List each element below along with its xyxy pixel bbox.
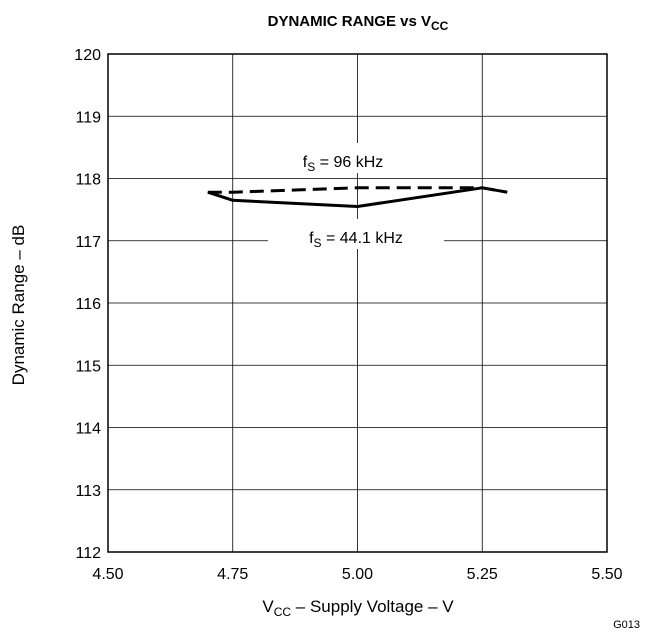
figure-code: G013 [613, 619, 640, 631]
chart-title-subscript: CC [431, 19, 449, 33]
series-annotations: fS = 96 kHz fS = 44.1 kHz [268, 143, 444, 250]
x-tick-label: 5.25 [467, 566, 498, 583]
y-tick-label: 119 [75, 109, 101, 126]
series-44khz-line [207, 186, 508, 208]
x-axis-title-rest: – Supply Voltage – V [291, 597, 454, 616]
y-tick-label: 114 [75, 421, 101, 438]
y-tick-label: 116 [75, 296, 101, 313]
y-tick-label: 113 [75, 483, 101, 500]
grid-lines [108, 54, 607, 552]
y-tick-label: 115 [75, 358, 101, 375]
x-tick-label: 4.50 [92, 566, 123, 583]
annotation-96khz-backing [269, 143, 417, 173]
series-lines [207, 186, 508, 208]
chart-title: DYNAMIC RANGE vs VCC [268, 13, 449, 33]
x-tick-label: 5.00 [342, 566, 373, 583]
annotation-44khz-backing [268, 219, 444, 249]
x-axis-ticks: 4.50 4.75 5.00 5.25 5.50 [92, 566, 622, 583]
y-tick-label: 118 [75, 172, 101, 189]
x-axis-title-subscript: CC [274, 605, 292, 619]
x-axis-title: VCC – Supply Voltage – V [262, 597, 454, 619]
x-axis-title-v: V [262, 597, 274, 616]
y-tick-label: 120 [74, 47, 101, 64]
x-tick-label: 4.75 [217, 566, 248, 583]
chart-title-text: DYNAMIC RANGE vs V [268, 13, 431, 30]
x-tick-label: 5.50 [591, 566, 622, 583]
y-axis-title: Dynamic Range – dB [9, 225, 28, 386]
plot-frame [107, 53, 608, 553]
y-tick-label: 117 [75, 234, 101, 251]
annotation-44khz: fS = 44.1 kHz [309, 230, 403, 250]
annotation-96khz: fS = 96 kHz [303, 154, 384, 174]
y-tick-label: 112 [75, 545, 101, 562]
y-axis-ticks: 112 113 114 115 116 117 118 119 120 [74, 47, 101, 562]
